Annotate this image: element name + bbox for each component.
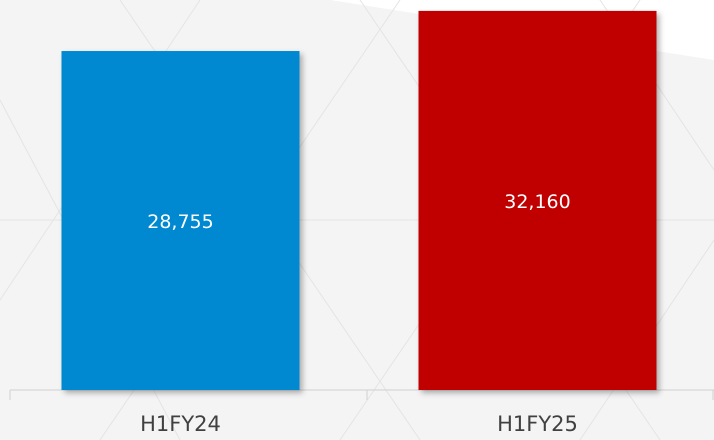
x-tick-label: H1FY25 bbox=[497, 412, 578, 436]
bar bbox=[61, 51, 300, 390]
value-label: 28,755 bbox=[147, 211, 213, 233]
bar bbox=[418, 10, 657, 390]
value-label: 32,160 bbox=[504, 191, 570, 213]
x-tick-label: H1FY24 bbox=[140, 412, 221, 436]
